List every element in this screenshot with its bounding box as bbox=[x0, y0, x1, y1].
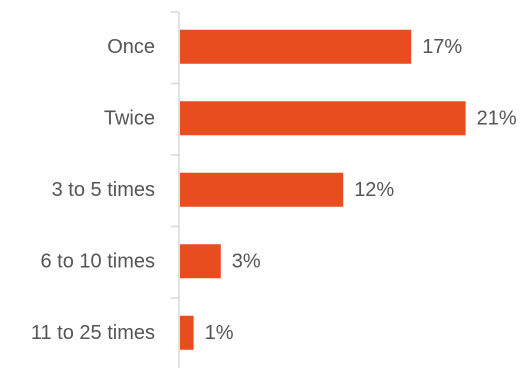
value-label-6-to-10-times: 3% bbox=[232, 250, 261, 272]
category-label-11-to-25-times: 11 to 25 times bbox=[31, 322, 155, 344]
value-label-once: 17% bbox=[422, 36, 462, 58]
category-label-once: Once bbox=[107, 36, 155, 58]
value-label-11-to-25-times: 1% bbox=[205, 322, 234, 344]
bars-group bbox=[180, 29, 466, 350]
category-axis-ticks bbox=[171, 11, 179, 299]
bar-once bbox=[180, 29, 412, 64]
value-label-3-to-5-times: 12% bbox=[354, 179, 394, 201]
category-label-3-to-5-times: 3 to 5 times bbox=[52, 179, 155, 201]
bar-3-to-5-times bbox=[180, 172, 344, 207]
bar-11-to-25-times bbox=[180, 315, 194, 350]
bar-twice bbox=[180, 101, 466, 136]
value-labels-group: 17% 21% 12% 3% 1% bbox=[205, 36, 517, 344]
bar-6-to-10-times bbox=[180, 244, 221, 279]
category-label-6-to-10-times: 6 to 10 times bbox=[40, 250, 155, 272]
category-labels-group: Once Twice 3 to 5 times 6 to 10 times 11 to … bbox=[31, 36, 155, 344]
category-label-twice: Twice bbox=[104, 107, 155, 129]
value-label-twice: 21% bbox=[477, 107, 517, 129]
